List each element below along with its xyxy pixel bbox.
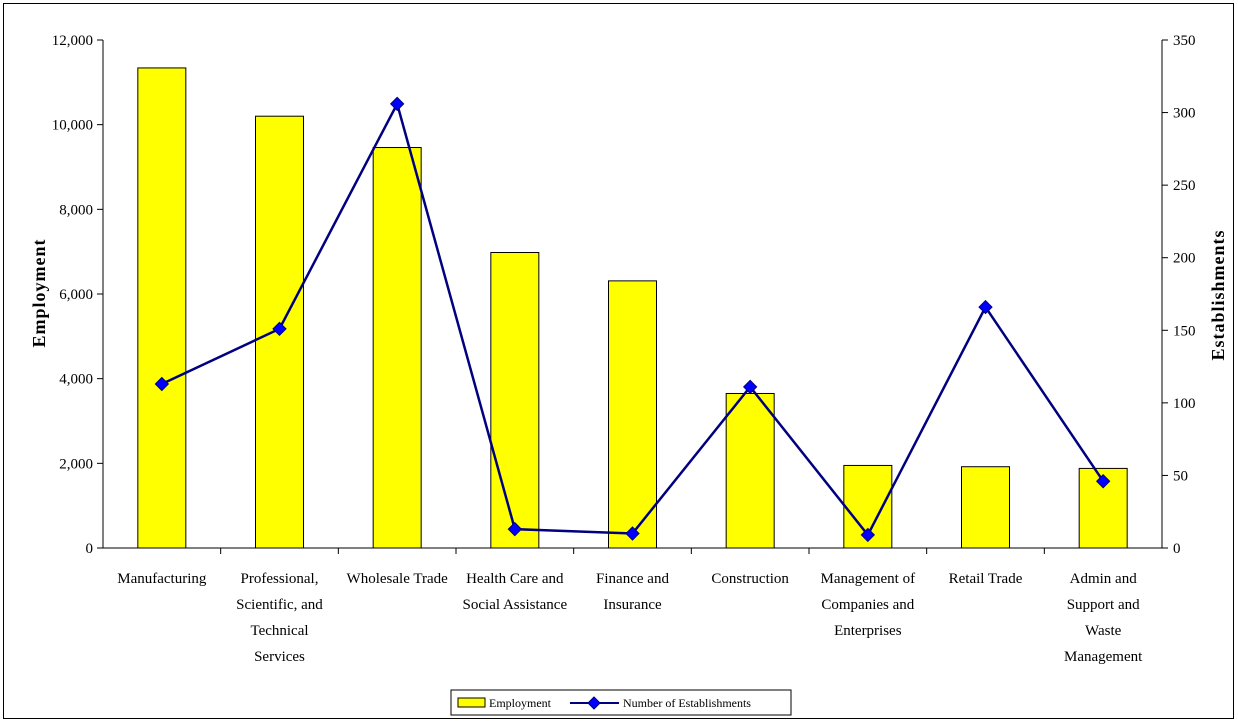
y-tick-label: 12,000 bbox=[52, 33, 93, 49]
establishments-point bbox=[272, 321, 287, 337]
establishments-point bbox=[507, 521, 523, 537]
employment-bar bbox=[372, 147, 422, 549]
legend-label-establishments: Number of Establishments bbox=[623, 696, 751, 710]
x-category-label: Wholesale Trade bbox=[347, 571, 449, 587]
x-category-label: Health Care and Social Assistance bbox=[463, 571, 568, 613]
legend-box bbox=[450, 689, 792, 716]
y2-tick-label: 150 bbox=[1173, 323, 1196, 339]
establishments-point bbox=[389, 96, 405, 112]
y-tick-label: 6,000 bbox=[59, 287, 93, 303]
establishments-point bbox=[860, 527, 876, 543]
employment-bar bbox=[490, 252, 540, 549]
y-tick-label: 0 bbox=[86, 541, 94, 557]
employment-bar bbox=[608, 280, 657, 549]
x-category-label: Retail Trade bbox=[949, 571, 1023, 587]
y-tick-label: 10,000 bbox=[52, 118, 93, 134]
x-category-label: Construction bbox=[711, 571, 789, 587]
y2-tick-label: 0 bbox=[1173, 541, 1181, 557]
y-tick-label: 2,000 bbox=[59, 456, 93, 472]
y-tick-label: 8,000 bbox=[59, 202, 93, 218]
y2-tick-label: 250 bbox=[1173, 178, 1196, 194]
employment-bars bbox=[137, 67, 1128, 549]
y-tick-label: 4,000 bbox=[59, 372, 93, 388]
y2-tick-label: 200 bbox=[1173, 251, 1196, 267]
x-category-label: Manufacturing bbox=[117, 571, 207, 587]
y-axis-title: Employment bbox=[29, 239, 49, 348]
employment-bar bbox=[255, 115, 304, 549]
y2-tick-label: 300 bbox=[1173, 106, 1196, 122]
establishments-point bbox=[978, 299, 993, 315]
legend-swatch-establishments-marker bbox=[587, 696, 601, 710]
y2-tick-label: 100 bbox=[1173, 396, 1196, 412]
employment-bar bbox=[961, 466, 1010, 549]
x-category-label: Admin and Support and Waste Management bbox=[1064, 571, 1143, 665]
x-category-label: Management of Companies and Enterprises bbox=[821, 571, 916, 639]
y2-tick-label: 350 bbox=[1173, 33, 1196, 49]
establishments-line bbox=[154, 96, 1111, 543]
labels: 0 2,000 4,000 6,000 8,000 10,000 12,000 0 50 100 1… bbox=[52, 33, 1196, 665]
legend-label-employment: Employment bbox=[489, 696, 552, 710]
establishments-point bbox=[1095, 474, 1111, 489]
establishments-point bbox=[742, 379, 758, 395]
x-category-label: Finance and Insurance bbox=[596, 571, 669, 613]
establishments-point bbox=[154, 376, 170, 392]
legend: Employment Number of Establishments bbox=[450, 689, 792, 716]
employment-bar bbox=[725, 392, 775, 549]
legend-swatch-employment bbox=[457, 697, 486, 708]
y2-tick-label: 50 bbox=[1173, 468, 1188, 484]
employment-bar bbox=[137, 67, 187, 549]
x-category-label: Professional, Scientific, and Technical Ser… bbox=[236, 571, 323, 665]
establishments-point bbox=[625, 526, 640, 541]
y2-axis-title: Establishments bbox=[1208, 229, 1228, 360]
